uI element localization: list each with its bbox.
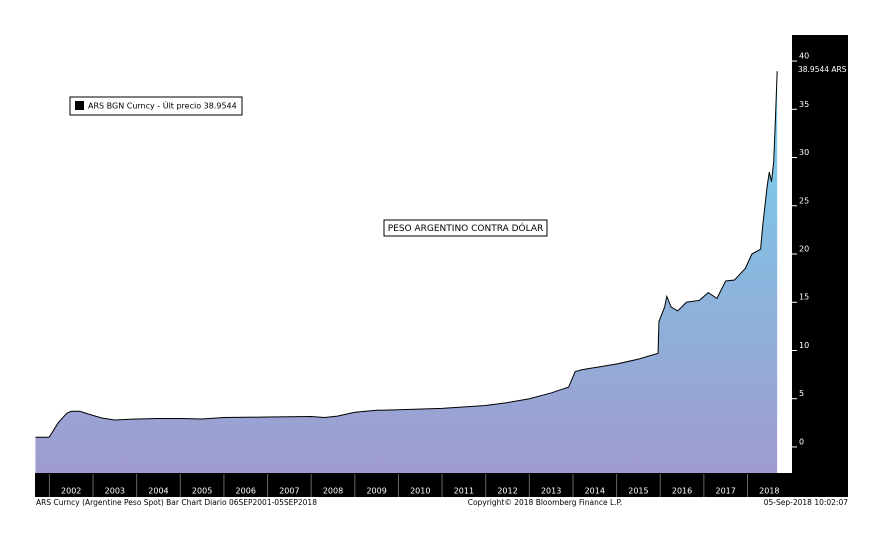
y-tick-label: 0 <box>799 437 804 446</box>
x-tick-label: 2005 <box>192 487 212 496</box>
overlay: ARS BGN Curncy - Últ precio 38.9544 PESO… <box>36 96 848 507</box>
x-tick-label: 2008 <box>323 487 343 496</box>
footer-center: Copyright© 2018 Bloomberg Finance L.P. <box>468 498 623 507</box>
area <box>35 71 778 473</box>
chart-title: PESO ARGENTINO CONTRA DÓLAR <box>388 222 544 234</box>
y-tick-label: 40 <box>799 52 809 61</box>
x-tick-label: 2002 <box>61 487 81 496</box>
footer-left: ARS Curncy (Argentine Peso Spot) Bar Cha… <box>36 498 317 507</box>
x-tick-label: 2006 <box>236 487 256 496</box>
x-tick-label: 2014 <box>585 487 605 496</box>
y-axis-panel <box>792 35 848 497</box>
x-tick-label: 2003 <box>105 487 125 496</box>
x-tick-label: 2013 <box>541 487 561 496</box>
y-tick-label: 15 <box>799 293 809 302</box>
x-tick-label: 2018 <box>759 487 779 496</box>
x-tick-label: 2017 <box>716 487 736 496</box>
last-price-label: 38.9544 ARS <box>798 65 847 74</box>
x-tick-label: 2011 <box>454 487 474 496</box>
x-tick-label: 2016 <box>672 487 692 496</box>
x-tick-label: 2012 <box>497 487 517 496</box>
y-tick-label: 5 <box>799 389 804 398</box>
title-box <box>383 219 548 237</box>
x-axis-panel <box>35 473 848 497</box>
x-tick-label: 2010 <box>410 487 430 496</box>
y-tick-label: 35 <box>799 100 809 109</box>
footer-right: 05-Sep-2018 10:02:07 <box>764 498 848 507</box>
y-tick-label: 25 <box>799 196 809 205</box>
legend-swatch <box>75 101 84 110</box>
y-tick-label: 30 <box>799 148 809 157</box>
x-tick-label: 2007 <box>279 487 299 496</box>
x-tick-label: 2009 <box>366 487 386 496</box>
legend-box <box>69 96 243 116</box>
y-tick-label: 20 <box>799 245 809 254</box>
x-tick-label: 2004 <box>148 487 168 496</box>
x-tick-label: 2015 <box>628 487 648 496</box>
legend-label: ARS BGN Curncy - Últ precio 38.9544 <box>88 100 237 111</box>
y-tick-label: 10 <box>799 341 809 350</box>
line <box>35 71 778 438</box>
